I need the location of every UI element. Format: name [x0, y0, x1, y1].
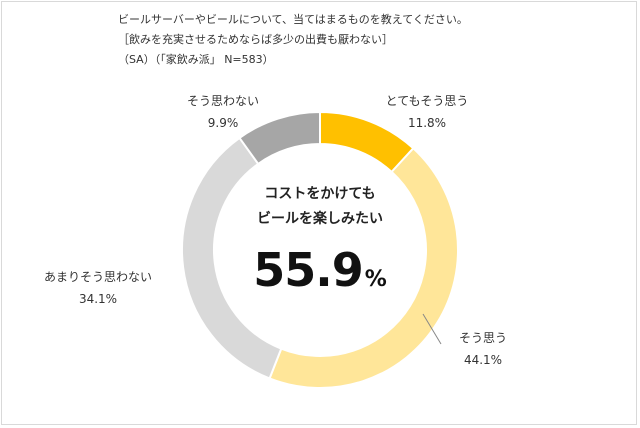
question-text: ビールサーバーやビールについて、当てはまるものを教えてください。: [118, 13, 468, 26]
label-not-really: あまりそう思わない 34.1%: [28, 269, 168, 307]
label-agree: そう思う 44.1%: [438, 330, 528, 368]
value-label: 9.9%: [207, 116, 239, 130]
donut-slices: [181, 110, 459, 389]
category-label: とてもそう思う: [385, 94, 469, 108]
slice-agree: [268, 146, 459, 389]
slice-disagree: [238, 110, 321, 166]
value-label: 44.1%: [463, 353, 503, 367]
value-label: 11.8%: [407, 116, 447, 130]
center-value-number: 55.9: [253, 243, 363, 297]
sample-info: （SA）（「家飲み派」 N=583）: [118, 53, 274, 66]
center-label-line2: ビールを楽しみたい: [257, 211, 383, 227]
center-value: 55.9%: [220, 243, 420, 297]
category-label: そう思わない: [186, 94, 259, 108]
label-disagree: そう思わない 9.9%: [168, 93, 278, 131]
question-subtitle: ［飲みを充実させるためならば多少の出費も厭わない］: [118, 33, 393, 46]
center-value-unit: %: [364, 267, 387, 292]
label-strongly-agree: とてもそう思う 11.8%: [372, 93, 482, 131]
leader-line: [422, 313, 442, 345]
center-label-line1: コストをかけても: [264, 186, 376, 202]
category-label: あまりそう思わない: [43, 270, 152, 284]
value-label: 34.1%: [78, 292, 118, 306]
category-label: そう思う: [458, 331, 507, 345]
